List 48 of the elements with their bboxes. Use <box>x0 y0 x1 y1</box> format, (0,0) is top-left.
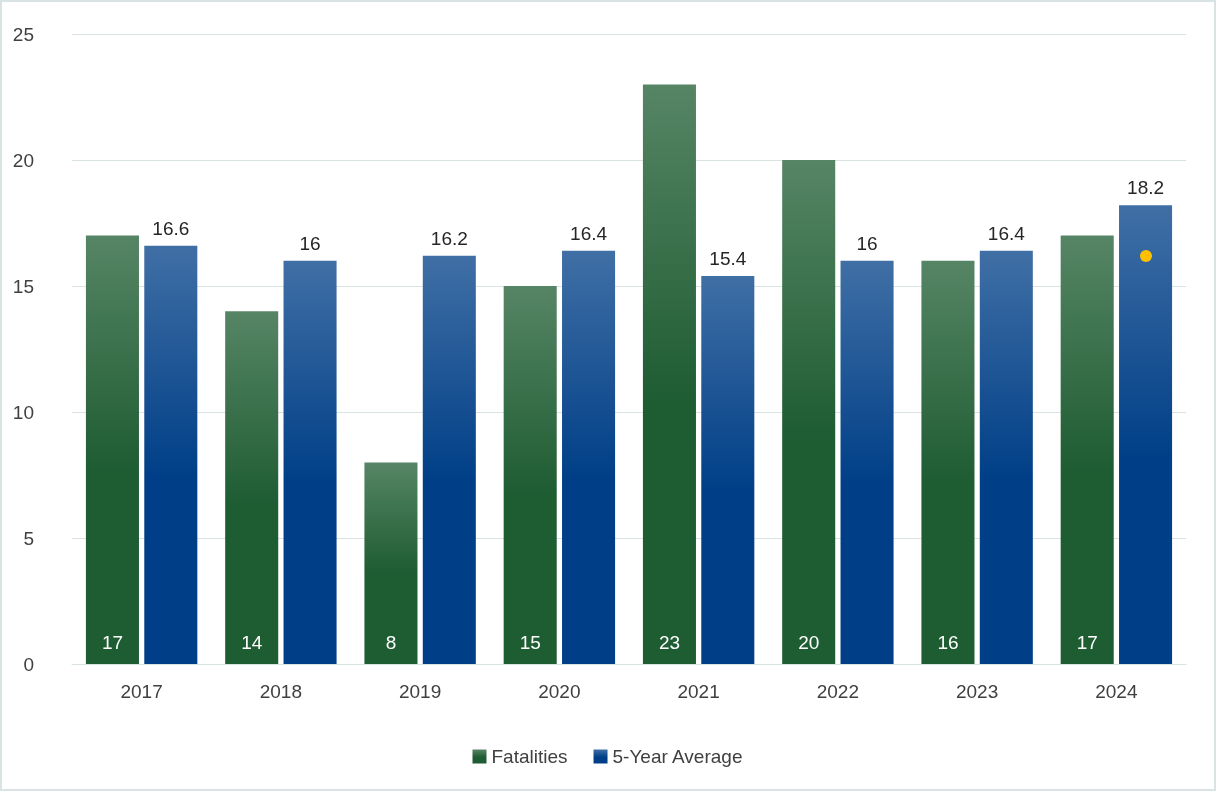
bar <box>144 245 198 664</box>
data-label: 14 <box>241 632 263 653</box>
x-tick-label: 2023 <box>955 681 999 702</box>
bar <box>840 260 894 664</box>
bar <box>562 250 616 664</box>
bar <box>921 260 975 664</box>
y-tick-label: 5 <box>23 527 34 549</box>
bar <box>225 311 279 664</box>
y-tick-label: 0 <box>23 653 34 675</box>
data-label: 23 <box>658 632 681 653</box>
data-label: 16.4 <box>570 222 608 244</box>
data-label: 15 <box>519 632 541 653</box>
bar <box>979 250 1033 664</box>
data-label: 16 <box>937 632 959 653</box>
y-tick-label: 25 <box>12 23 34 45</box>
bar <box>283 260 337 664</box>
x-tick-label: 2017 <box>120 681 163 702</box>
bar <box>422 255 476 664</box>
data-label: 18.2 <box>1127 177 1165 199</box>
x-tick-label: 2021 <box>677 681 720 702</box>
bar <box>503 286 557 664</box>
x-tick-label: 2020 <box>538 681 581 702</box>
legend-label: 5-Year Average <box>612 746 743 767</box>
data-label: 17 <box>101 632 124 653</box>
data-label: 8 <box>385 632 397 653</box>
bar <box>642 84 696 664</box>
y-tick-label: 10 <box>12 401 34 423</box>
bar <box>701 275 755 664</box>
legend-label: Fatalities <box>491 746 568 767</box>
data-label: 16.2 <box>430 227 468 249</box>
x-tick-label: 2019 <box>398 681 442 702</box>
data-label: 16.4 <box>987 222 1026 244</box>
data-label: 15.4 <box>709 247 747 269</box>
x-tick-label: 2022 <box>816 681 860 702</box>
data-label: 16 <box>299 232 321 254</box>
bar <box>85 235 139 664</box>
data-label: 16.6 <box>152 217 190 239</box>
bar <box>1060 235 1114 664</box>
x-tick-label: 2024 <box>1095 681 1138 702</box>
bar <box>782 160 836 664</box>
x-tick-label: 2018 <box>259 681 303 702</box>
data-label: 17 <box>1076 632 1098 653</box>
bar <box>364 462 418 664</box>
data-label: 20 <box>798 632 820 653</box>
y-tick-label: 20 <box>12 149 34 171</box>
data-label: 16 <box>856 232 878 254</box>
bar <box>1119 205 1173 664</box>
y-tick-label: 15 <box>12 275 34 297</box>
